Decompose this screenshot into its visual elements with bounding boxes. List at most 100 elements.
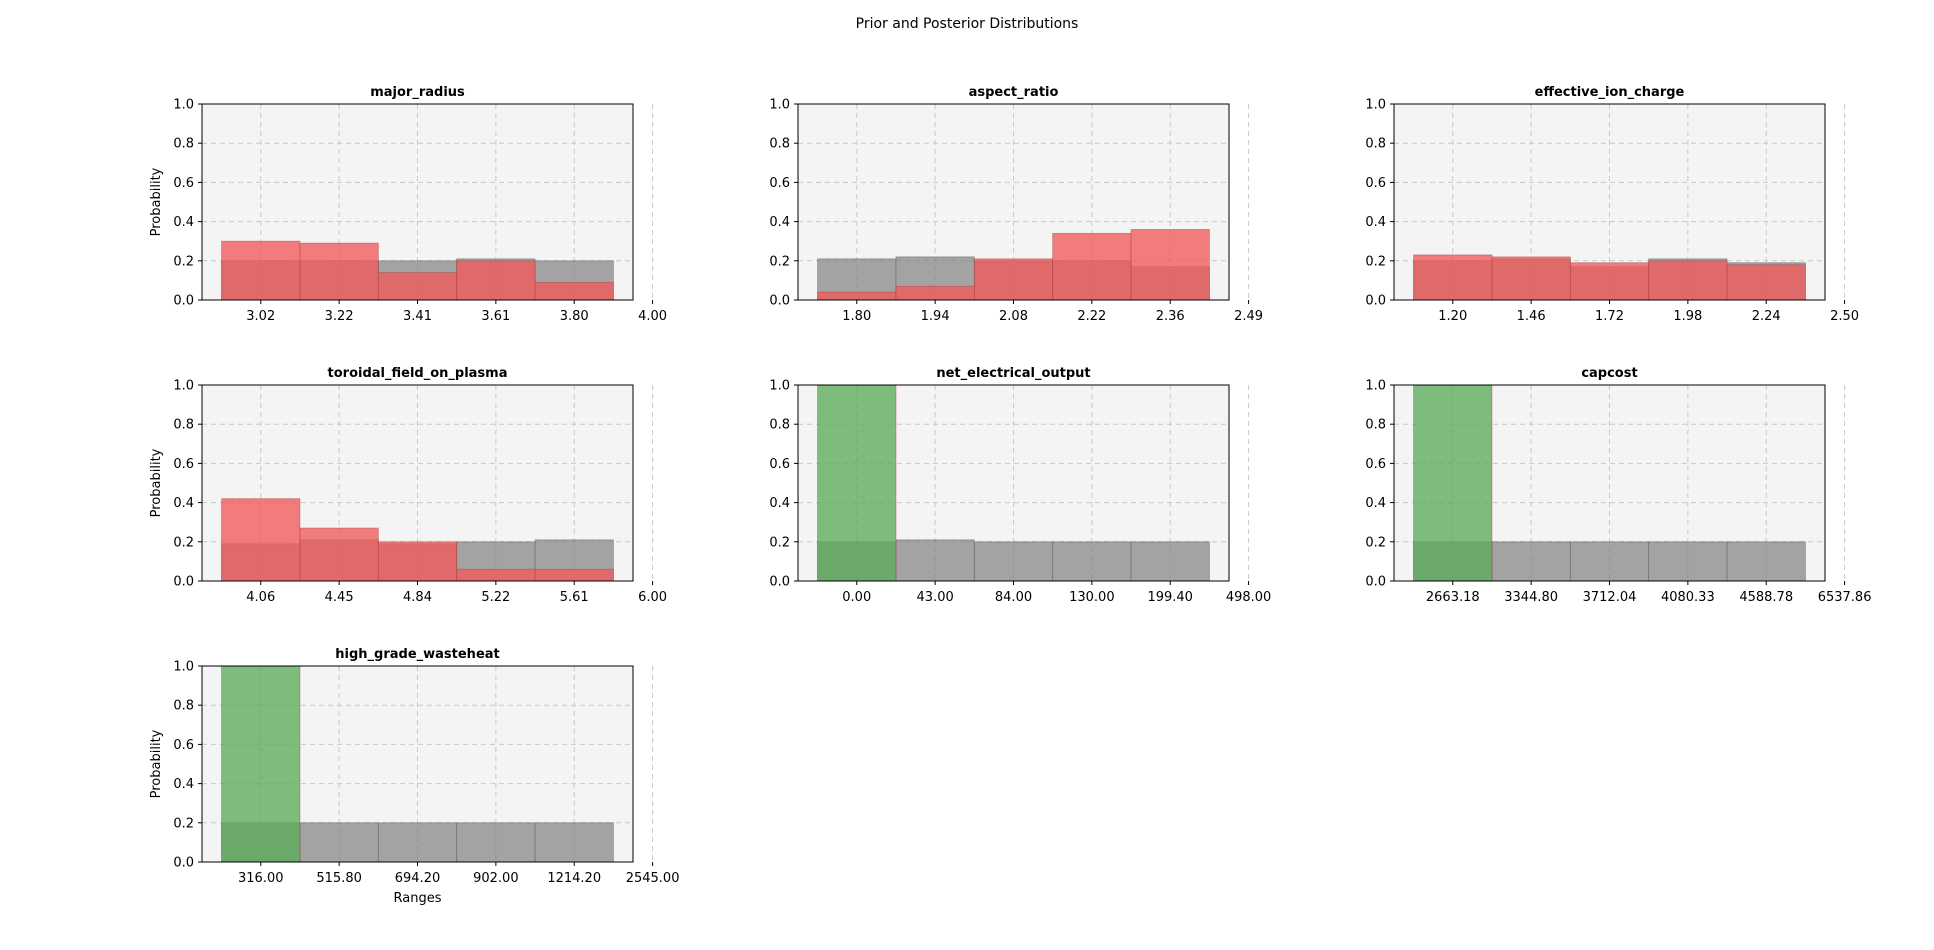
x-tick-label: 515.80 (316, 871, 362, 886)
y-tick-label: 0.6 (173, 738, 194, 753)
posterior-bar (534, 281, 614, 301)
y-tick-label: 0.6 (769, 457, 790, 472)
prior-bar (973, 541, 1054, 582)
posterior-bar (973, 258, 1054, 301)
x-axis-label: Ranges (394, 891, 442, 906)
x-tick-label: 3.80 (560, 309, 589, 324)
prior-bar (1648, 541, 1728, 582)
prior-bar (1130, 541, 1210, 582)
posterior-bar (1726, 264, 1806, 301)
subplot-aspect_ratio: 0.0 0.2 0.4 0.6 0.8 1.0 1.80 1.94 2.08 2.22 2.36 2.… (769, 85, 1263, 324)
y-tick-label: 0.6 (1365, 176, 1386, 191)
x-tick-label: 902.00 (473, 871, 519, 886)
x-tick-label: 2545.00 (626, 871, 680, 886)
posterior-bar (895, 285, 975, 301)
y-tick-label: 1.0 (769, 379, 790, 394)
x-tick-label: 316.00 (238, 871, 284, 886)
posterior-bar (299, 527, 379, 582)
y-tick-label: 0.0 (769, 575, 790, 590)
y-tick-label: 0.6 (173, 176, 194, 191)
posterior-bar (1491, 256, 1571, 301)
y-axis-label: Probability (149, 448, 164, 517)
subplot-high_grade_wasteheat: 0.0 0.2 0.4 0.6 0.8 1.0 316.00 515.80 694.20 902.… (149, 647, 679, 906)
x-tick-label: 5.61 (560, 590, 589, 605)
prior-bar (377, 822, 458, 863)
prior-bar (534, 822, 614, 863)
posterior-bar (817, 384, 897, 582)
y-tick-label: 0.8 (173, 699, 194, 714)
subplot-title: net_electrical_output (936, 366, 1090, 381)
y-tick-label: 1.0 (1365, 98, 1386, 113)
posterior-bar (221, 498, 301, 582)
posterior-bar (377, 272, 458, 301)
posterior-bar (221, 665, 301, 863)
subplot-title: aspect_ratio (969, 85, 1059, 100)
subplot-net_electrical_output: 0.0 0.2 0.4 0.6 0.8 1.0 0.00 43.00 84.00 130.00 19… (769, 366, 1271, 605)
prior-bar (1491, 541, 1571, 582)
x-tick-label: 130.00 (1069, 590, 1115, 605)
posterior-bar (221, 240, 301, 301)
y-axis-label: Probability (149, 729, 164, 798)
y-tick-label: 0.4 (769, 215, 790, 230)
prior-bar (1052, 541, 1132, 582)
y-tick-label: 0.0 (173, 294, 194, 309)
x-tick-label: 3.61 (481, 309, 510, 324)
posterior-bar (1648, 260, 1728, 301)
y-tick-label: 0.2 (173, 816, 194, 831)
x-tick-label: 3.02 (246, 309, 275, 324)
y-tick-label: 0.4 (173, 215, 194, 230)
x-tick-label: 1.20 (1438, 309, 1467, 324)
posterior-bar (817, 291, 897, 301)
posterior-bar (1413, 384, 1493, 582)
x-tick-label: 4.84 (403, 590, 432, 605)
x-tick-label: 43.00 (917, 590, 954, 605)
x-tick-label: 2.49 (1234, 309, 1263, 324)
y-tick-label: 0.0 (173, 856, 194, 871)
posterior-bar (534, 568, 614, 582)
x-tick-label: 2.36 (1156, 309, 1185, 324)
x-tick-label: 3.22 (325, 309, 354, 324)
y-tick-label: 0.8 (173, 418, 194, 433)
subplot-title: effective_ion_charge (1535, 85, 1685, 100)
x-tick-label: 4080.33 (1661, 590, 1715, 605)
subplot-title: capcost (1581, 366, 1637, 381)
x-tick-label: 1.46 (1517, 309, 1546, 324)
x-tick-label: 6.00 (638, 590, 667, 605)
y-tick-label: 0.2 (1365, 535, 1386, 550)
y-tick-label: 0.4 (173, 777, 194, 792)
posterior-bar (456, 568, 536, 582)
y-tick-label: 0.8 (769, 137, 790, 152)
prior-bar (299, 822, 379, 863)
y-tick-label: 1.0 (173, 660, 194, 675)
x-tick-label: 3344.80 (1504, 590, 1558, 605)
y-tick-label: 0.4 (1365, 496, 1386, 511)
x-tick-label: 6537.86 (1818, 590, 1872, 605)
posterior-bar (1569, 262, 1650, 301)
posterior-bar (456, 260, 536, 301)
y-tick-label: 0.4 (1365, 215, 1386, 230)
y-tick-label: 1.0 (173, 98, 194, 113)
y-tick-label: 0.4 (769, 496, 790, 511)
posterior-bar (377, 541, 458, 582)
y-tick-label: 0.2 (1365, 254, 1386, 269)
x-tick-label: 4.06 (246, 590, 275, 605)
x-tick-label: 2663.18 (1426, 590, 1480, 605)
subplot-toroidal_field_on_plasma: 0.0 0.2 0.4 0.6 0.8 1.0 4.06 4.45 4.84 5.22 5.61 6.… (149, 366, 667, 605)
y-tick-label: 0.8 (173, 137, 194, 152)
y-tick-label: 0.6 (769, 176, 790, 191)
x-tick-label: 498.00 (1226, 590, 1272, 605)
x-tick-label: 0.00 (842, 590, 871, 605)
posterior-bar (1052, 232, 1132, 301)
figure-title: Prior and Posterior Distributions (855, 16, 1079, 32)
subplot-capcost: 0.0 0.2 0.4 0.6 0.8 1.0 2663.18 3344.80 3712.04 4… (1365, 366, 1871, 605)
y-tick-label: 0.2 (173, 254, 194, 269)
x-tick-label: 1.72 (1595, 309, 1624, 324)
y-tick-label: 1.0 (1365, 379, 1386, 394)
y-tick-label: 0.2 (769, 535, 790, 550)
posterior-bar (299, 242, 379, 301)
y-tick-label: 0.4 (173, 496, 194, 511)
y-tick-label: 0.6 (173, 457, 194, 472)
subplot-title: toroidal_field_on_plasma (328, 366, 508, 381)
x-tick-label: 4.45 (325, 590, 354, 605)
